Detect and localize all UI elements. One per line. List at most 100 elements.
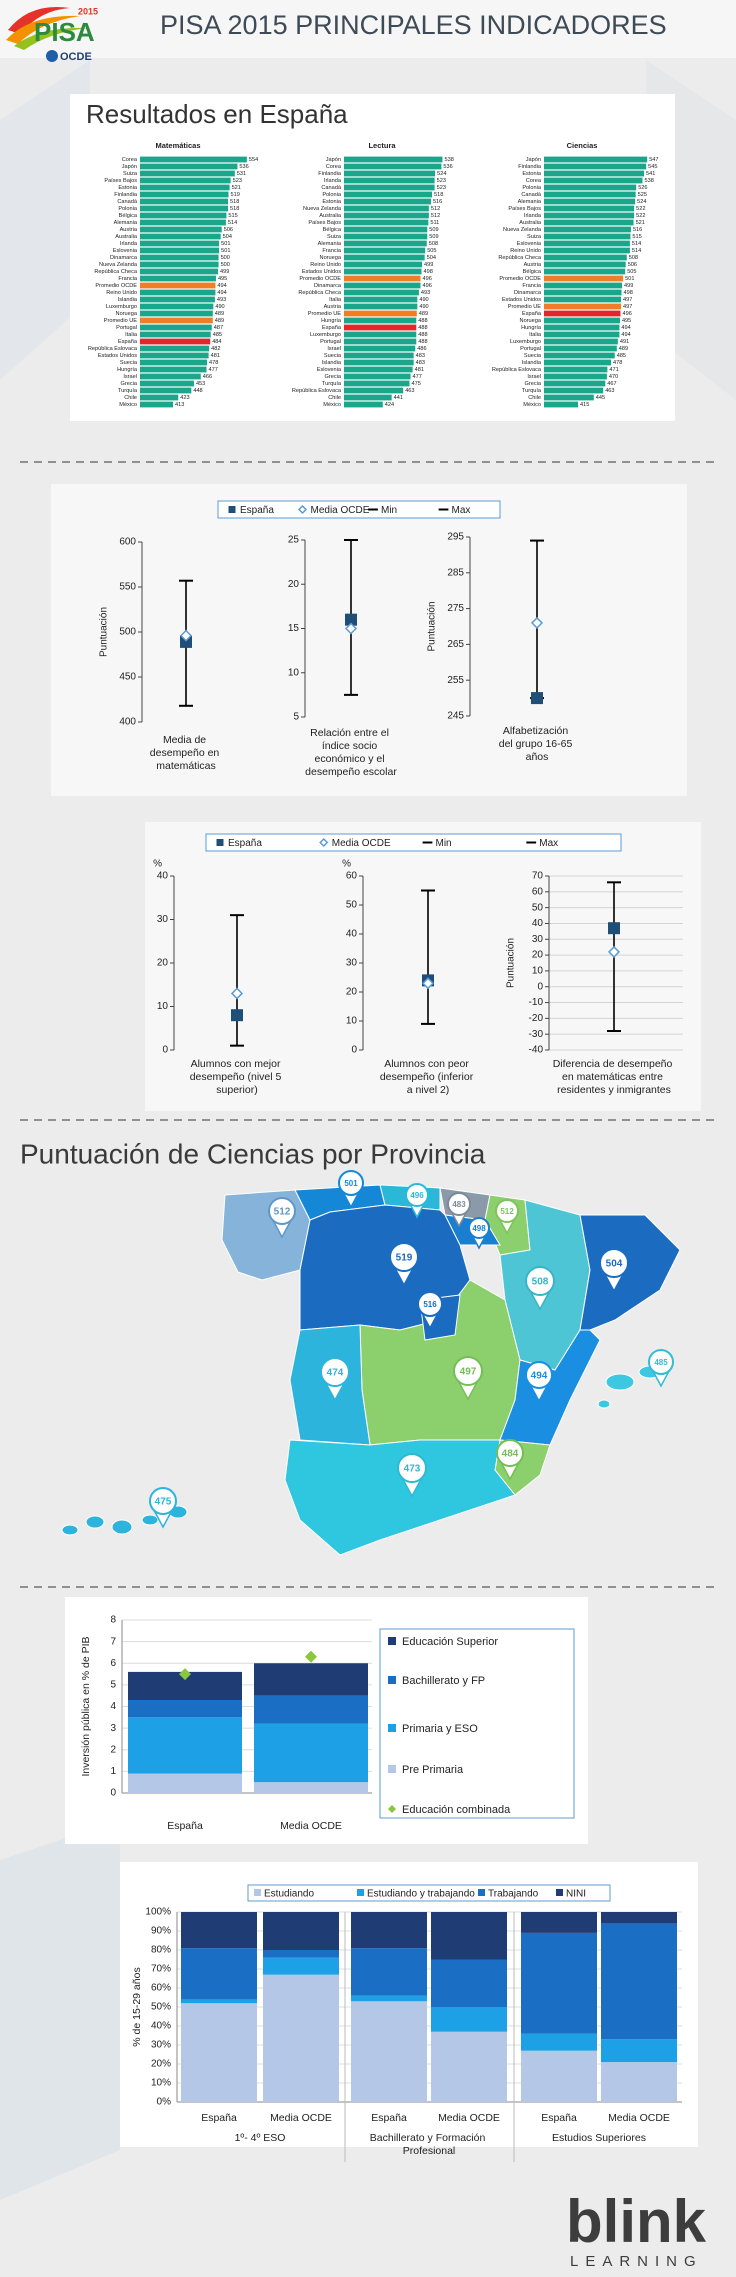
legend-label: Primaria y ESO [402,1723,478,1735]
value-label: 493 [217,297,226,303]
bar [344,184,435,191]
bar-segment [601,2062,677,2102]
bar-segment [263,1974,339,2102]
bar-segment [128,1773,242,1793]
category-label: Italia [125,332,138,338]
value-label: 526 [638,185,647,191]
value-label: 485 [213,332,222,338]
header-bar [0,0,736,58]
map-pin [496,1439,524,1467]
bar [140,380,194,387]
value-label: 477 [413,374,422,380]
region [61,1524,79,1536]
bar [140,331,211,338]
category-label: Canadá [117,199,137,205]
text-line: a nivel 2) [407,1084,450,1096]
bar [140,275,216,282]
y-tick-label: 50 [346,900,358,911]
bar-segment [181,1999,257,2004]
bar-segment [431,1959,507,2007]
y-tick-label: 20% [151,2059,171,2070]
x-tick-label: Media OCDE [270,2112,332,2124]
y-tick-label: 10 [157,1001,169,1012]
y-tick-label: 5 [110,1680,116,1691]
value-label: 484 [212,339,221,345]
category-label: Reino Unido [106,290,137,296]
y-tick-label: 40% [151,2021,171,2032]
bar [544,254,627,261]
bar [344,380,410,387]
category-label: Bélgica [119,213,138,219]
y-tick-label: 15 [288,623,300,634]
category-label: Estados Unidos [502,297,541,303]
y-axis-label: % de 15-29 años [131,1967,143,2046]
text-line: índice socio [322,740,380,752]
value-label: 478 [613,360,622,366]
caption: Media de desempeño en matemáticas [150,734,222,772]
value-label: 413 [175,402,184,408]
category-label: Chile [124,395,137,401]
value-label: 494 [217,283,226,289]
map-pin [599,1248,629,1278]
value-label: 522 [636,206,645,212]
bar [344,205,429,212]
category-label: Polonia [322,192,342,198]
group-label: Bachillerato y Formación Profesional [370,2132,488,2157]
map-pin [525,1361,553,1389]
bar [544,163,647,170]
bar [544,205,635,212]
y-tick-label: 10 [288,667,300,678]
bar [140,233,221,240]
value-label: 448 [193,388,202,394]
value-label: 486 [417,346,426,352]
legend-label: Min [381,505,397,516]
bar [344,233,428,240]
region [579,1214,681,1331]
y-tick-label: 600 [119,537,136,548]
category-label: Reino Unido [310,262,341,268]
chart-title: Ciencias [567,141,598,150]
map-pin-label: 485 [654,1358,668,1367]
category-label: República Checa [498,255,541,261]
value-label: 518 [230,199,239,205]
x-tick-label: España [167,1820,203,1832]
value-label: 514 [228,220,237,226]
value-label: 547 [649,157,658,163]
bar-segment [601,1912,677,1924]
value-label: 496 [422,276,431,282]
text-line: desempeño escolar [305,766,397,778]
value-label: 467 [607,381,616,387]
value-label: 538 [444,157,453,163]
bar [344,310,417,317]
value-label: 515 [228,213,237,219]
bar [544,282,623,289]
map-pin [417,1291,443,1317]
category-label: Chile [328,395,341,401]
y-tick-label: -10 [529,997,544,1008]
bar [344,261,423,268]
map-pin [405,1183,429,1207]
legend-label: Educación Superior [402,1636,498,1648]
category-label: Luxemburgo [106,304,137,310]
category-label: Austria [324,304,342,310]
region [284,1439,516,1556]
y-tick-label: 8 [110,1615,116,1626]
bar-segment [254,1663,368,1696]
bar [544,352,615,359]
map-pin [268,1197,296,1225]
map-pin-label: 512 [500,1207,514,1216]
pisa-logo: PISA 2015 OCDE [6,6,98,63]
legend-label: Media OCDE [332,838,391,849]
category-label: Australia [319,213,342,219]
bar [544,170,645,177]
value-label: 501 [221,241,230,247]
text-line: en matemáticas entre [562,1071,666,1083]
bar [544,156,648,163]
y-tick-label: 450 [119,672,136,683]
category-label: Canadá [521,192,541,198]
bar-segment [351,2001,427,2102]
category-label: Corea [326,164,342,170]
bar [344,254,425,261]
value-label: 497 [623,297,632,303]
